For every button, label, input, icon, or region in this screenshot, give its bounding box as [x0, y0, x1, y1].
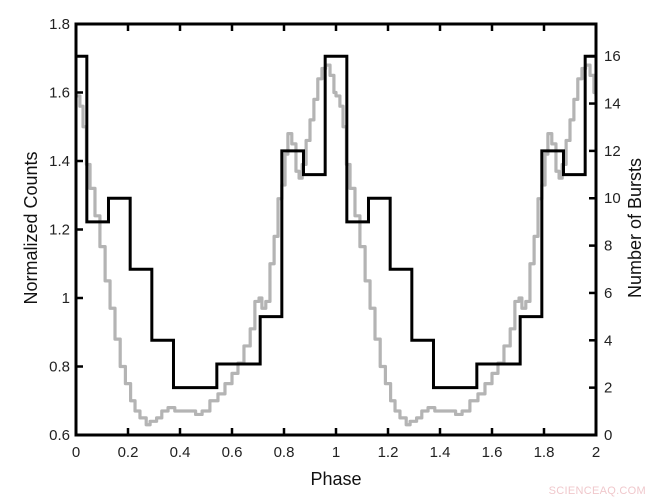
x-tick-label: 0.4: [170, 444, 191, 461]
x-axis-ticks: 0 0.2 0.4 0.6 0.8 1 1.2 1.4 1.6 1.8 2: [72, 24, 600, 461]
right-y-tick-label: 10: [604, 190, 621, 207]
burst-histogram: [76, 54, 596, 390]
normalized-counts-curve: [76, 63, 596, 427]
x-axis-title: Phase: [310, 469, 361, 489]
right-y-tick-label: 8: [604, 238, 612, 255]
watermark: SCIENCEAQ.COM: [548, 485, 646, 497]
right-y-axis-title: Number of Bursts: [625, 158, 645, 298]
burst-histogram-steps: [76, 54, 596, 390]
x-tick-label: 0.6: [222, 444, 243, 461]
left-y-tick-label: 1: [62, 290, 70, 307]
x-tick-label: 1: [332, 444, 340, 461]
x-tick-label: 0.8: [274, 444, 295, 461]
right-y-tick-label: 2: [604, 380, 612, 397]
x-tick-label: 1.6: [482, 444, 503, 461]
plot-frame: [74, 22, 598, 437]
left-y-axis-title: Normalized Counts: [21, 151, 41, 304]
right-y-tick-label: 4: [604, 332, 612, 349]
right-y-tick-label: 6: [604, 285, 612, 302]
left-y-tick-label: 1.8: [49, 16, 70, 33]
left-y-tick-label: 1.4: [49, 153, 70, 170]
x-tick-label: 1.4: [430, 444, 451, 461]
left-y-axis-ticks: 0.6 0.8 1 1.2 1.4 1.6 1.8: [49, 16, 83, 444]
x-tick-label: 0: [72, 444, 80, 461]
x-tick-label: 1.8: [534, 444, 555, 461]
right-y-tick-label: 12: [604, 143, 621, 160]
x-tick-label: 1.2: [378, 444, 399, 461]
x-tick-label: 2: [592, 444, 600, 461]
left-y-tick-label: 0.8: [49, 359, 70, 376]
left-y-tick-label: 1.6: [49, 85, 70, 102]
right-y-tick-label: 16: [604, 48, 621, 65]
normalized-counts-line: [76, 63, 596, 427]
right-y-axis-ticks: 0 2 4 6 8 10 12 14 16: [589, 48, 621, 444]
right-y-tick-label: 0: [604, 427, 612, 444]
left-y-tick-label: 0.6: [49, 427, 70, 444]
right-y-tick-label: 14: [604, 96, 621, 113]
x-tick-label: 0.2: [118, 444, 139, 461]
left-y-tick-label: 1.2: [49, 222, 70, 239]
